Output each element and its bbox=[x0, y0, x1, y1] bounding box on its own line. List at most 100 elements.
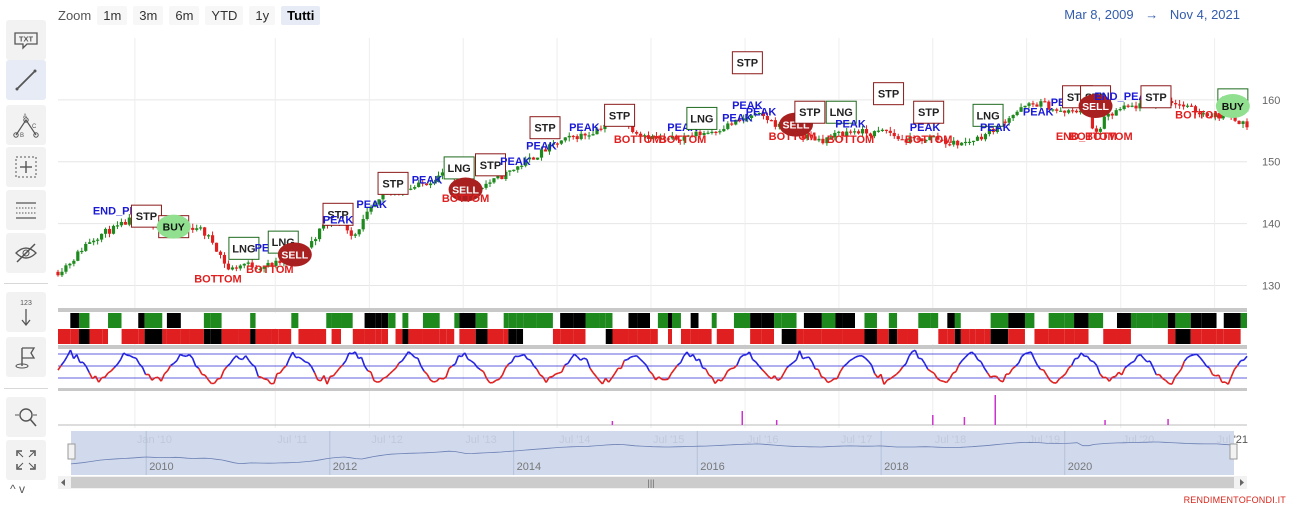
candle bbox=[357, 229, 361, 235]
hide-toggle[interactable] bbox=[6, 233, 46, 273]
oscillator-segment bbox=[1086, 355, 1092, 362]
strip-segment bbox=[180, 313, 190, 328]
stp-label: STP bbox=[609, 110, 630, 122]
annotation-text-tool[interactable]: TXT bbox=[6, 20, 46, 60]
zoom-all-button[interactable]: Tutti bbox=[281, 5, 321, 25]
candle bbox=[432, 182, 437, 184]
oscillator-segment bbox=[614, 367, 619, 374]
oscillator-segment bbox=[645, 364, 651, 372]
oscillator-segment bbox=[798, 350, 804, 359]
zoom-1m-button[interactable]: 1m bbox=[97, 5, 128, 25]
zoom-3m-button[interactable]: 3m bbox=[133, 5, 164, 25]
candle bbox=[520, 165, 524, 167]
candle bbox=[884, 129, 888, 131]
crosshair-tool[interactable] bbox=[6, 147, 46, 187]
zoom-ytd-button[interactable]: YTD bbox=[205, 5, 244, 25]
toolbar-scroll-arrows[interactable]: ^ v bbox=[10, 482, 25, 496]
strip-segment bbox=[238, 313, 251, 328]
candle bbox=[1130, 105, 1134, 107]
date-range-display[interactable]: Mar 8, 2009 → Nov 4, 2021 bbox=[1060, 7, 1244, 22]
candle bbox=[222, 254, 227, 264]
strip-segment bbox=[536, 313, 553, 328]
fullscreen-tool[interactable] bbox=[6, 440, 46, 480]
oscillator-segment bbox=[486, 378, 491, 384]
strip-segment bbox=[475, 329, 488, 344]
candle bbox=[258, 268, 262, 271]
oscillator-segment bbox=[1149, 360, 1154, 368]
zoom-6m-button[interactable]: 6m bbox=[169, 5, 200, 25]
oscillator-segment bbox=[764, 372, 769, 377]
candle bbox=[599, 128, 603, 130]
candle bbox=[765, 116, 770, 121]
oscillator-segment bbox=[527, 358, 531, 361]
candle bbox=[856, 131, 861, 134]
navigator-year-label: 2018 bbox=[884, 461, 908, 473]
oscillator-segment bbox=[354, 351, 360, 359]
strip-segment bbox=[605, 313, 613, 328]
flag-tool[interactable] bbox=[6, 337, 46, 377]
strip-segment bbox=[422, 329, 440, 344]
oscillator-segment bbox=[924, 363, 929, 370]
oscillator-segment bbox=[1024, 352, 1029, 355]
oscillator-segment bbox=[855, 355, 860, 358]
strip-segment bbox=[781, 329, 797, 344]
range-from[interactable]: Mar 8, 2009 bbox=[1064, 7, 1134, 22]
strip-segment bbox=[255, 329, 272, 344]
line-tool[interactable] bbox=[6, 60, 46, 100]
oscillator-segment bbox=[258, 375, 262, 379]
candle bbox=[928, 136, 932, 141]
zoom-change-tool[interactable] bbox=[6, 397, 46, 437]
strip-segment bbox=[947, 329, 955, 344]
candle bbox=[746, 117, 750, 120]
bottom-label: BOTTOM bbox=[905, 134, 952, 146]
strip-segment bbox=[331, 313, 342, 328]
zoom-1y-button[interactable]: 1y bbox=[249, 5, 276, 25]
navigator-handle-right[interactable] bbox=[1229, 443, 1238, 460]
crosshair-icon bbox=[15, 156, 37, 178]
strip-segment bbox=[459, 313, 476, 328]
stp-flag bbox=[1140, 85, 1172, 109]
candle bbox=[603, 124, 607, 130]
oscillator-segment bbox=[330, 375, 334, 378]
oscillator-segment bbox=[492, 379, 497, 384]
stp-flag bbox=[529, 116, 561, 140]
oscillator-segment bbox=[620, 360, 626, 369]
strip-segment bbox=[1201, 329, 1217, 344]
oscillator-segment bbox=[648, 370, 654, 375]
credits[interactable]: RENDIMENTOFONDI.IT bbox=[1183, 495, 1286, 505]
candle bbox=[631, 124, 635, 133]
strip-segment bbox=[628, 313, 638, 328]
oscillator-segment bbox=[642, 361, 647, 366]
strip-segment bbox=[1116, 329, 1131, 344]
strip-segment bbox=[70, 329, 80, 344]
strip-segment bbox=[1116, 313, 1131, 328]
strip-segment bbox=[947, 313, 955, 328]
candle bbox=[916, 138, 920, 140]
indicators-tool[interactable] bbox=[6, 190, 46, 230]
strip-segment bbox=[1064, 329, 1075, 344]
candle bbox=[1074, 110, 1079, 113]
strip-segment bbox=[711, 313, 717, 328]
candle bbox=[1217, 112, 1221, 119]
oscillator-segment bbox=[570, 353, 575, 359]
strip-segment bbox=[1008, 329, 1025, 344]
oscillator-segment bbox=[679, 355, 685, 364]
oscillator-segment bbox=[955, 364, 960, 372]
oscillator-segment bbox=[495, 378, 500, 382]
scrollbar-thumb[interactable] bbox=[71, 477, 1234, 488]
candle bbox=[654, 136, 659, 139]
range-to[interactable]: Nov 4, 2021 bbox=[1169, 7, 1240, 22]
candle bbox=[377, 199, 381, 205]
navigator-handle-left[interactable] bbox=[67, 443, 76, 460]
oscillator-segment bbox=[542, 376, 547, 383]
strip-segment bbox=[671, 329, 681, 344]
candle bbox=[1201, 113, 1206, 115]
candle bbox=[88, 242, 92, 244]
oscillator-segment bbox=[698, 358, 704, 369]
vertical-counter-tool[interactable]: 123 bbox=[6, 292, 46, 332]
candle bbox=[365, 211, 369, 220]
oscillator-segment bbox=[179, 353, 184, 357]
candle bbox=[1039, 101, 1043, 107]
oscillator-segment bbox=[714, 379, 719, 384]
fibonacci-tool[interactable]: A B C bbox=[6, 105, 46, 145]
